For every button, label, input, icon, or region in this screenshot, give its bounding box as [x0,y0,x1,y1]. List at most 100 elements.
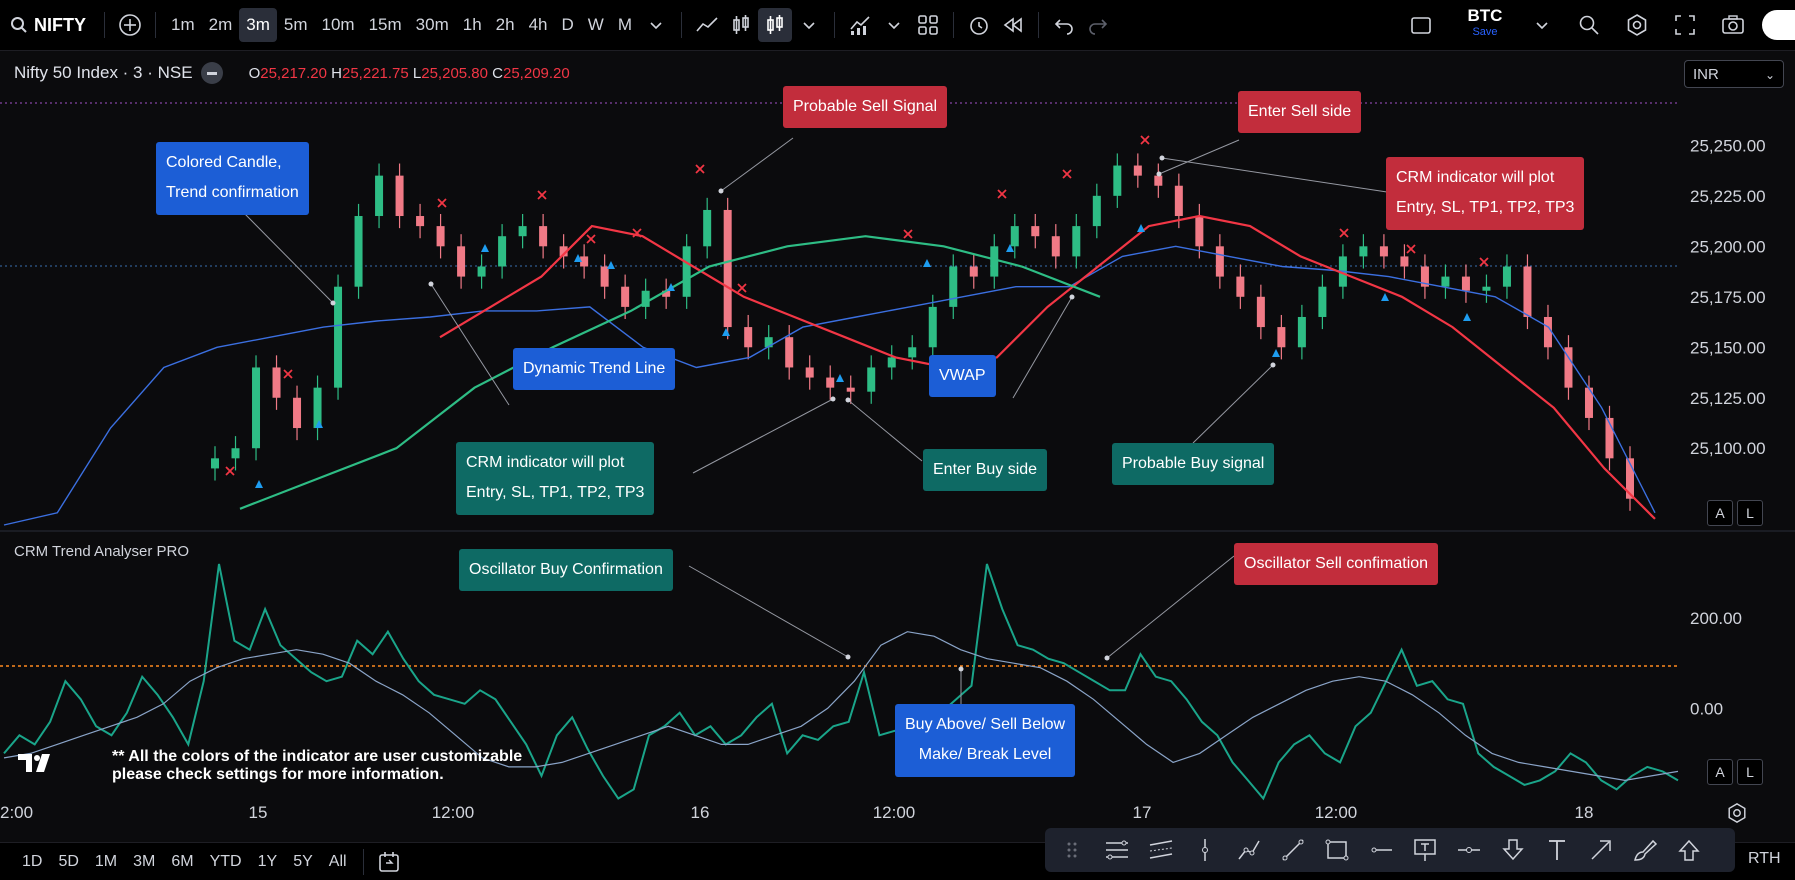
range-1y[interactable]: 1Y [257,852,278,870]
annotation-probable-buy[interactable]: Probable Buy signal [1112,443,1275,486]
range-all[interactable]: All [328,852,347,870]
price-tick-label: 25,100.00 [1690,439,1766,458]
compare-add-button[interactable] [113,8,147,42]
bar-chart-button[interactable] [724,8,758,42]
tool-rectangle[interactable] [1317,832,1357,868]
interval-3m[interactable]: 3m [239,8,277,42]
log-scale-button-osc[interactable]: L [1737,759,1763,785]
redo-button[interactable] [1081,8,1115,42]
indicators-button[interactable] [843,8,877,42]
tool-horizontal-ray[interactable] [1361,832,1401,868]
annotation-colored-candle[interactable]: Colored Candle, Trend confirmation [156,142,309,215]
tool-trend-line[interactable] [1273,832,1313,868]
arrow-down-icon [1502,839,1524,861]
goto-date-button[interactable] [372,845,406,879]
sell-signal-marker [632,228,642,238]
price-axis[interactable]: 25,100.00 25,125.00 25,150.00 25,175.00 25,2… [1690,136,1766,718]
tool-callout[interactable] [1405,832,1445,868]
tool-text[interactable] [1537,832,1577,868]
line-chart-button[interactable] [690,8,724,42]
settings-button[interactable] [1620,8,1654,42]
session-rth[interactable]: RTH [1748,850,1781,867]
interval-dropdown-button[interactable] [639,8,673,42]
interval-d[interactable]: D [561,15,574,34]
tool-arrow[interactable] [1581,832,1621,868]
range-ytd[interactable]: YTD [209,852,242,870]
interval-30m[interactable]: 30m [415,15,449,34]
annotation-osc-sell[interactable]: Oscillator Sell confimation [1234,543,1439,586]
alert-button[interactable] [962,8,996,42]
annotation-vwap[interactable]: VWAP [929,355,996,398]
layouts-button[interactable] [911,8,945,42]
interval-2m[interactable]: 2m [208,15,233,34]
auto-scale-button[interactable]: A [1707,500,1733,526]
osc-tick-label: 200.00 [1690,609,1742,628]
tool-vertical-line[interactable] [1185,832,1225,868]
range-1m[interactable]: 1M [94,852,118,870]
tool-price-line[interactable] [1449,832,1489,868]
interval-m[interactable]: M [617,15,632,34]
range-5y[interactable]: 5Y [293,852,313,870]
undo-button[interactable] [1047,8,1081,42]
currency-select[interactable]: INR ⌄ [1684,60,1784,88]
auto-scale-button-osc[interactable]: A [1707,759,1733,785]
replay-button[interactable] [996,8,1030,42]
range-1d[interactable]: 1D [22,852,43,870]
annotation-crm-sell[interactable]: CRM indicator will plot Entry, SL, TP1, … [1386,157,1585,230]
interval-1h[interactable]: 1h [462,15,482,34]
annotation-enter-sell[interactable]: Enter Sell side [1238,91,1362,134]
interval-5m[interactable]: 5m [283,15,308,34]
symbol-search[interactable]: NIFTY [0,15,96,36]
range-6m[interactable]: 6M [171,852,194,870]
sell-signal-marker [997,189,1007,199]
range-3m[interactable]: 3M [133,852,156,870]
annotation-enter-buy[interactable]: Enter Buy side [923,449,1048,492]
close-value: 25,209.20 [503,64,570,82]
annotation-probable-sell[interactable]: Probable Sell Signal [783,86,948,129]
axis-settings-icon[interactable] [1726,802,1748,824]
annotation-osc-buy[interactable]: Oscillator Buy Confirmation [459,549,673,592]
layout-dropdown[interactable] [1525,8,1559,42]
tool-brush[interactable] [1625,832,1665,868]
tool-fib[interactable] [1097,832,1137,868]
low-label: L [412,64,422,82]
annotation-anchor-dot [845,397,851,403]
interval-list: 1m 2m 3m 5m 10m 15m 30m 1h 2h 4h D W M [164,8,639,42]
chevron-down-icon [650,22,662,30]
interval-15m[interactable]: 15m [368,15,402,34]
indicators-dropdown[interactable] [877,8,911,42]
range-5d[interactable]: 5D [58,852,79,870]
oscillator-title: CRM Trend Analyser PRO [14,543,190,560]
annotation-make-break[interactable]: Buy Above/ Sell Below Make/ Break Level [895,704,1076,777]
time-axis[interactable]: 2:00 15 12:00 16 12:00 17 12:00 18 [0,803,1593,822]
candle-chart-button[interactable] [758,8,792,42]
chevron-down-icon: ⌄ [1764,68,1775,82]
publish-button[interactable] [1762,10,1795,40]
layout-name[interactable]: BTC Save [1450,6,1520,38]
candle-body [252,367,261,449]
tool-arrow-down[interactable] [1493,832,1533,868]
interval-1m[interactable]: 1m [171,15,195,34]
interval-w[interactable]: W [587,15,604,34]
annotation-dynamic-trend[interactable]: Dynamic Trend Line [513,348,676,391]
log-scale-button[interactable]: L [1737,500,1763,526]
buy-signal-marker [667,283,675,291]
chart-type-dropdown[interactable] [792,8,826,42]
interval-10m[interactable]: 10m [321,15,355,34]
tool-arrow-up[interactable] [1669,832,1709,868]
fullscreen-button[interactable] [1668,8,1702,42]
annotation-crm-buy[interactable]: CRM indicator will plot Entry, SL, TP1, … [456,442,655,515]
fib-retracement-icon [1106,840,1128,860]
fullscreen-square-button[interactable] [1404,8,1438,42]
interval-4h[interactable]: 4h [528,15,548,34]
snapshot-button[interactable] [1716,8,1750,42]
drag-handle[interactable] [1053,832,1093,868]
interval-2h[interactable]: 2h [495,15,515,34]
tool-parallel-channel[interactable] [1141,832,1181,868]
legend-collapse-button[interactable] [200,62,223,84]
quick-search-button[interactable] [1572,8,1606,42]
tradingview-logo[interactable] [18,752,58,774]
tool-path[interactable] [1229,832,1269,868]
sell-signal-marker [1479,257,1489,267]
bearish-trend-line [439,214,1656,520]
